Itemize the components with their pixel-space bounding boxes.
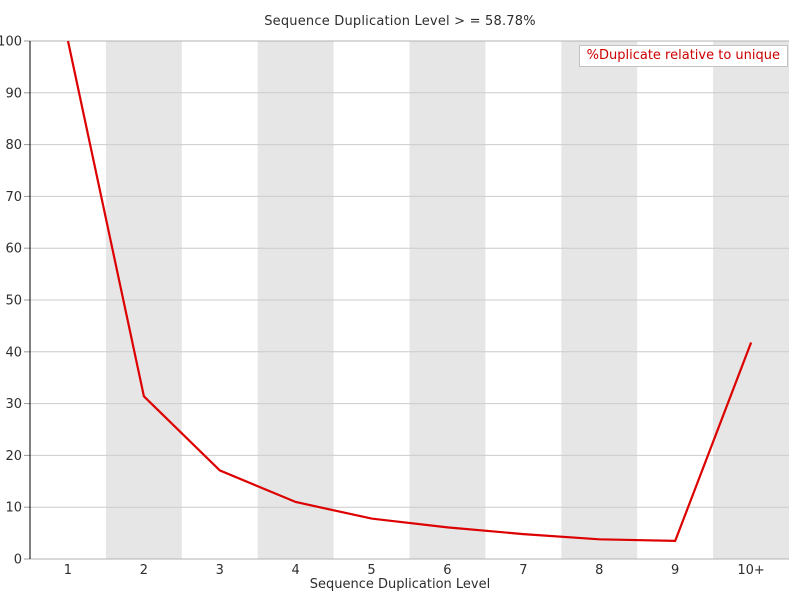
y-tick-label: 0 (14, 553, 22, 568)
x-tick-label: 1 (64, 563, 72, 578)
y-tick-label: 80 (5, 138, 22, 153)
x-tick-label: 9 (671, 563, 679, 578)
data-line (66, 40, 753, 543)
legend-label: %Duplicate relative to unique (586, 48, 780, 63)
y-tick-label: 40 (5, 345, 22, 360)
legend: %Duplicate relative to unique (578, 45, 788, 67)
x-tick-label: 4 (292, 563, 300, 578)
chart-title: Sequence Duplication Level > = 58.78% (264, 14, 536, 29)
x-tick-label: 8 (595, 563, 603, 578)
y-tick-label: 70 (5, 190, 22, 205)
x-tick-label: 5 (367, 563, 375, 578)
x-tick-label: 7 (519, 563, 527, 578)
y-tick-label: 10 (5, 501, 22, 516)
y-tick-label: 30 (5, 397, 22, 412)
x-tick-label: 10+ (737, 563, 764, 578)
x-tick-label: 3 (216, 563, 224, 578)
y-tick-label: 20 (5, 449, 22, 464)
x-tick-label: 2 (140, 563, 148, 578)
y-tick-label: 90 (5, 86, 22, 101)
x-tick-label: 6 (443, 563, 451, 578)
y-tick-label: 50 (5, 294, 22, 309)
y-tick-label: 100 (0, 35, 22, 50)
y-tick-label: 60 (5, 242, 22, 257)
x-axis-title: Sequence Duplication Level (309, 577, 491, 592)
